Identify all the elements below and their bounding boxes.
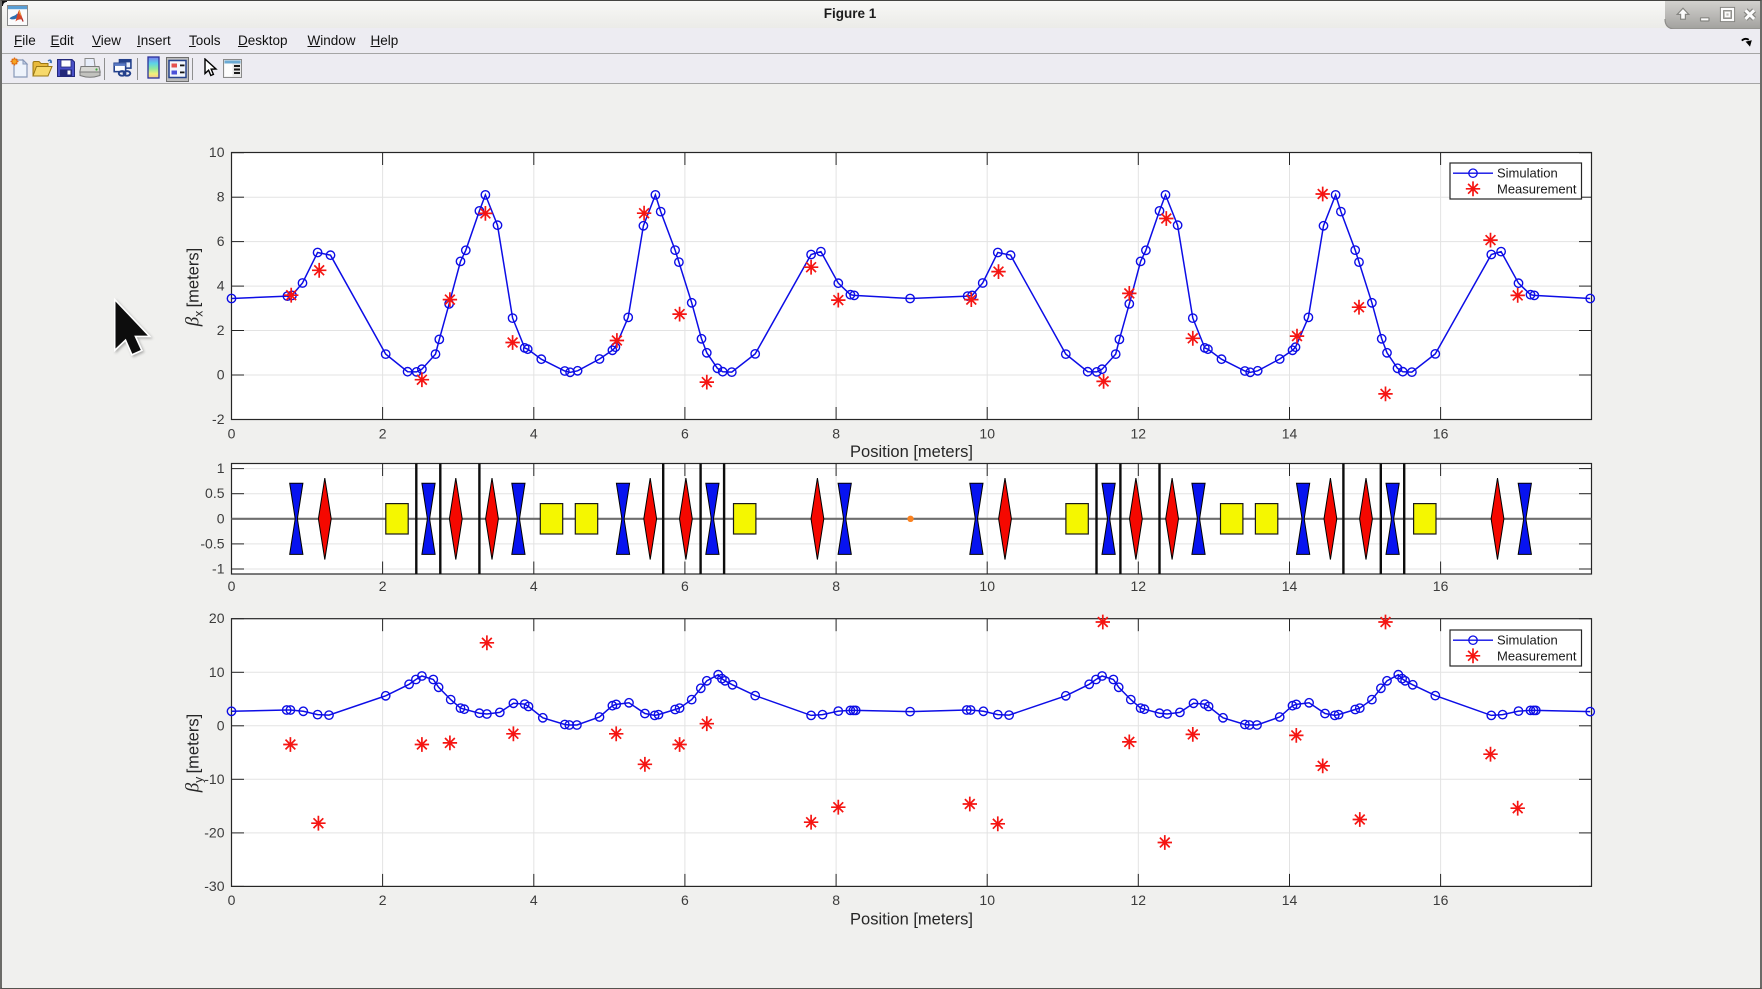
svg-text:16: 16 (1433, 892, 1449, 908)
svg-text:4: 4 (530, 578, 538, 594)
svg-text:10: 10 (979, 426, 995, 442)
svg-text:2: 2 (379, 892, 387, 908)
svg-text:-10: -10 (204, 771, 224, 787)
svg-text:12: 12 (1131, 892, 1147, 908)
svg-text:12: 12 (1131, 426, 1147, 442)
svg-text:βx [meters]: βx [meters] (183, 248, 206, 327)
svg-text:2: 2 (217, 322, 225, 338)
svg-text:-20: -20 (204, 824, 224, 840)
svg-text:14: 14 (1282, 892, 1298, 908)
svg-text:0.5: 0.5 (205, 485, 225, 501)
svg-text:1: 1 (217, 460, 225, 476)
svg-text:6: 6 (681, 426, 689, 442)
svg-text:βy [meters]: βy [meters] (183, 714, 206, 793)
svg-text:0: 0 (228, 426, 236, 442)
svg-text:0: 0 (217, 717, 225, 733)
svg-text:6: 6 (681, 892, 689, 908)
svg-text:16: 16 (1433, 578, 1449, 594)
svg-text:Position [meters]: Position [meters] (850, 443, 973, 461)
svg-text:0: 0 (217, 510, 225, 526)
svg-text:2: 2 (379, 578, 387, 594)
svg-text:16: 16 (1433, 426, 1449, 442)
svg-text:20: 20 (209, 610, 225, 626)
svg-text:2: 2 (379, 426, 387, 442)
svg-text:6: 6 (217, 233, 225, 249)
svg-text:0: 0 (228, 892, 236, 908)
svg-text:0: 0 (217, 367, 225, 383)
svg-text:10: 10 (979, 892, 995, 908)
svg-text:10: 10 (209, 144, 225, 160)
svg-text:14: 14 (1282, 578, 1298, 594)
svg-text:6: 6 (681, 578, 689, 594)
svg-text:-30: -30 (204, 878, 224, 894)
svg-text:Measurement: Measurement (1497, 181, 1577, 196)
svg-text:14: 14 (1282, 426, 1298, 442)
svg-text:0: 0 (228, 578, 236, 594)
svg-text:10: 10 (209, 664, 225, 680)
svg-text:12: 12 (1131, 578, 1147, 594)
svg-text:8: 8 (832, 578, 840, 594)
svg-text:Position [meters]: Position [meters] (850, 911, 973, 929)
svg-text:-2: -2 (212, 411, 225, 427)
svg-text:-1: -1 (212, 561, 225, 577)
svg-text:8: 8 (832, 426, 840, 442)
svg-text:8: 8 (832, 892, 840, 908)
svg-text:Simulation: Simulation (1497, 166, 1558, 181)
svg-text:4: 4 (217, 278, 225, 294)
svg-text:4: 4 (530, 426, 538, 442)
svg-text:Simulation: Simulation (1497, 633, 1558, 648)
svg-text:Measurement: Measurement (1497, 648, 1577, 663)
svg-text:4: 4 (530, 892, 538, 908)
svg-text:10: 10 (979, 578, 995, 594)
svg-text:8: 8 (217, 189, 225, 205)
svg-text:-0.5: -0.5 (200, 535, 224, 551)
